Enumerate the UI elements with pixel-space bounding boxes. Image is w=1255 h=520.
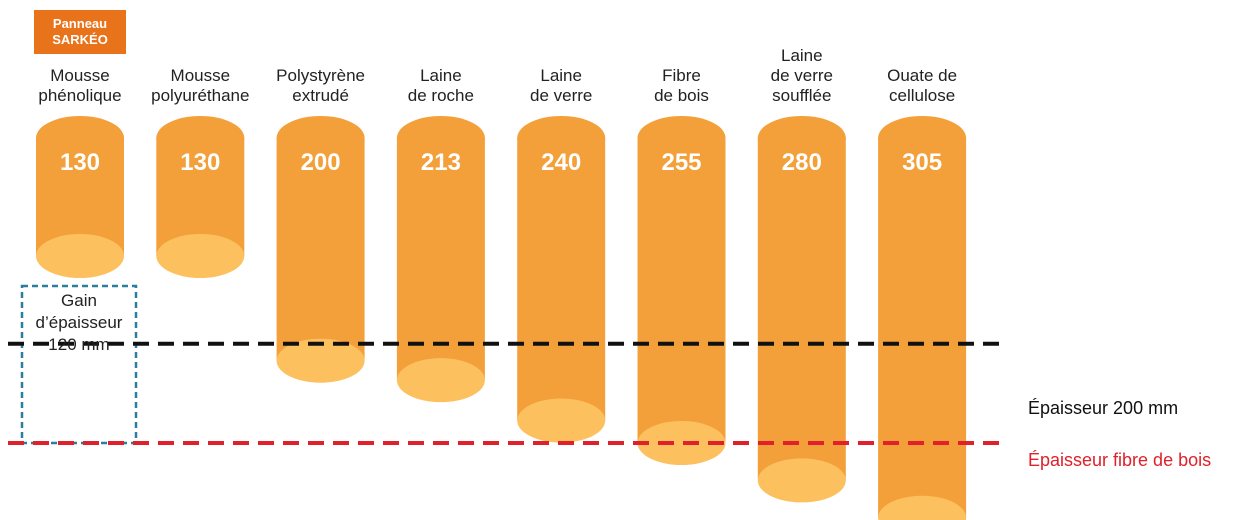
category-label-line: Laine (420, 66, 462, 85)
bar-7 (878, 116, 967, 520)
category-label-line: de verre (530, 86, 593, 105)
category-label-line: Mousse (170, 66, 231, 85)
category-label-line: Polystyrène (276, 66, 365, 85)
bar-body-7 (878, 138, 967, 518)
gain-label-line-1: Gain (61, 291, 97, 310)
category-label-0: Mousse phénolique (15, 66, 145, 106)
category-label-line: soufflée (772, 86, 832, 105)
bar-body-4 (517, 138, 606, 421)
category-label-5: Fibre de bois (617, 66, 747, 106)
bar-value-label-7: 305 (902, 149, 942, 176)
bar-value-label-2: 200 (301, 149, 341, 176)
bar-0 (36, 116, 124, 278)
bar-1 (156, 116, 245, 278)
bar-value-label-1: 130 (180, 149, 220, 176)
bar-value-label-4: 240 (541, 149, 581, 176)
category-label-line: polyuréthane (151, 86, 250, 105)
bar-body-5 (637, 138, 726, 443)
bar-cap-1 (156, 234, 245, 278)
bar-cap-2 (276, 338, 365, 383)
bar-value-label-3: 213 (421, 149, 461, 176)
bar-body-6 (757, 138, 846, 481)
category-label-line: de bois (654, 86, 709, 105)
bar-cap-5 (637, 421, 726, 465)
bar-value-label-0: 130 (60, 149, 100, 176)
category-label-line: phénolique (38, 86, 122, 105)
category-label-line: extrudé (292, 86, 349, 105)
category-label-7: Ouate de cellulose (857, 66, 987, 106)
category-label-3: Laine de roche (376, 66, 506, 106)
category-label-line: de roche (407, 86, 474, 105)
category-label-line: Fibre (662, 66, 701, 85)
bar-cap-6 (757, 458, 846, 503)
category-label-2: Polystyrène extrudé (256, 66, 386, 106)
bar-body-3 (396, 138, 485, 381)
category-label-line: cellulose (889, 86, 956, 105)
category-label-1: Mousse polyuréthane (135, 66, 265, 106)
bar-6 (757, 116, 846, 503)
category-label-line: de verre (770, 66, 833, 85)
bar-cap-0 (36, 234, 124, 278)
legend-epaisseur-fibre: Épaisseur fibre de bois (1028, 450, 1212, 470)
category-label-line: Laine (780, 46, 823, 65)
sarkeo-badge: Panneau SARKÉO (34, 10, 126, 54)
category-label-line: Laine (540, 66, 582, 85)
bar-value-label-6: 280 (782, 149, 822, 176)
bar-4 (517, 116, 606, 443)
bar-5 (637, 116, 726, 465)
bar-value-label-5: 255 (661, 149, 701, 176)
category-label-line: Mousse (50, 66, 110, 85)
gain-label-line-3: 120 mm (48, 335, 110, 354)
category-label-line: Ouate de (887, 66, 958, 85)
bar-body-2 (276, 138, 365, 361)
legend-epaisseur-200: Épaisseur 200 mm (1028, 398, 1179, 418)
gain-label-line-2: d’épaisseur (35, 313, 123, 332)
bar-2 (276, 116, 365, 383)
badge-line-1: Panneau (52, 16, 108, 31)
bar-cap-7 (878, 495, 967, 520)
badge-line-2: SARKÉO (52, 32, 108, 47)
category-label-6: Laine de verre soufflée (737, 46, 867, 106)
bar-3 (396, 116, 485, 403)
category-label-4: Laine de verre (496, 66, 626, 106)
gain-label: Gain d’épaisseur 120 mm (22, 290, 136, 356)
bar-cap-4 (517, 398, 606, 443)
bar-cap-3 (396, 358, 485, 403)
gain-box (20, 284, 138, 445)
